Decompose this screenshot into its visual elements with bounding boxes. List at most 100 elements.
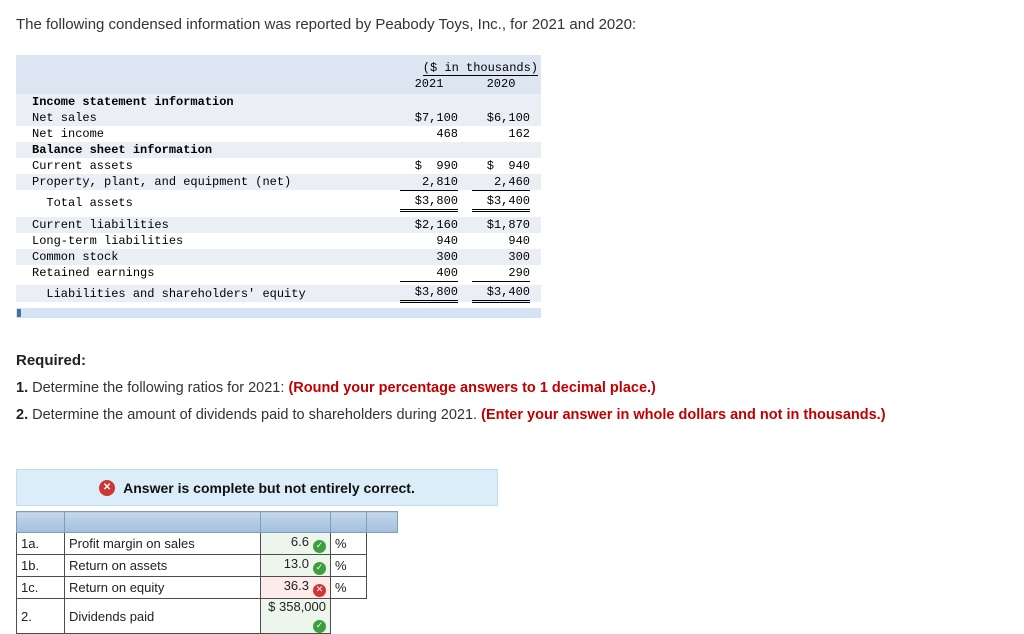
- fin-row-label: Current liabilities: [32, 218, 169, 232]
- filler-cell: [367, 599, 398, 634]
- fin-row: Net income 468 162: [16, 126, 541, 142]
- required-item-2: 2. Determine the amount of dividends pai…: [16, 407, 1024, 423]
- fin-value-2021: 468: [436, 127, 458, 141]
- scrollbar-thumb[interactable]: [17, 309, 21, 317]
- answers-header-row: [16, 511, 398, 533]
- answer-row-label: Profit margin on sales: [64, 532, 261, 555]
- filler-cell: [367, 555, 398, 577]
- fin-value-2021: 2,810: [400, 174, 458, 191]
- fin-row-label: Total assets: [32, 195, 133, 210]
- answer-value-cell[interactable]: 13.0 ✓: [260, 554, 331, 577]
- answer-value: 13.0: [283, 556, 309, 571]
- year-header-row: 2021 2020: [16, 76, 541, 92]
- fin-value-2021: 940: [436, 234, 458, 248]
- header-cell: [366, 511, 398, 533]
- answer-status-banner: ✕ Answer is complete but not entirely co…: [16, 469, 498, 506]
- percent-sign: %: [330, 576, 367, 599]
- answer-value: 6.6: [290, 534, 309, 549]
- fin-row-label: Common stock: [32, 250, 119, 264]
- answer-row-1b: 1b. Return on assets 13.0 ✓ %: [16, 554, 398, 577]
- fin-value-2021: 300: [436, 250, 458, 264]
- fin-row-label: Income statement information: [32, 95, 234, 109]
- fin-row-label: Current assets: [32, 159, 133, 173]
- item-note: (Round your percentage answers to 1 deci…: [288, 380, 656, 396]
- column-header-2021: 2021: [414, 77, 444, 91]
- fin-value-2020: $ 940: [486, 159, 530, 173]
- fin-row: Retained earnings 400 290: [16, 265, 541, 282]
- financial-table: ($ in thousands) 2021 2020 Income statem…: [16, 55, 541, 318]
- answer-value-cell[interactable]: 6.6 ✓: [260, 532, 331, 555]
- fin-value-2020: 162: [508, 127, 530, 141]
- fin-row: Long-term liabilities 940 940: [16, 233, 541, 249]
- fin-row: Common stock 300 300: [16, 249, 541, 265]
- percent-sign: %: [330, 554, 367, 577]
- answer-row-id: 1a.: [16, 532, 65, 555]
- error-circle-icon: ✕: [99, 479, 116, 496]
- units-header: ($ in thousands): [422, 61, 538, 76]
- answer-row-id: 1c.: [16, 576, 65, 599]
- answer-value-cell[interactable]: 36.3 ✕: [260, 576, 331, 599]
- fin-row-label: Balance sheet information: [32, 143, 213, 157]
- fin-value-2020: 290: [472, 265, 530, 282]
- answer-value-cell[interactable]: $ 358,000 ✓: [260, 598, 331, 634]
- fin-value-2020: 2,460: [472, 174, 530, 191]
- column-header-2020: 2020: [486, 77, 516, 91]
- fin-value-2020: $1,870: [486, 218, 530, 232]
- fin-value-2021: $2,160: [414, 218, 458, 232]
- answer-row-2: 2. Dividends paid $ 358,000 ✓: [16, 598, 398, 634]
- header-cell: [330, 511, 367, 533]
- item-number: 1.: [16, 380, 29, 396]
- item-note: (Enter your answer in whole dollars and …: [481, 407, 886, 423]
- item-number: 2.: [16, 407, 29, 423]
- answer-row-label: Return on assets: [64, 554, 261, 577]
- header-cell: [64, 511, 261, 533]
- units-line: ($ in thousands): [16, 61, 541, 76]
- answer-row-label: Return on equity: [64, 576, 261, 599]
- answer-row-label: Dividends paid: [64, 598, 261, 634]
- fin-value-2020: 300: [508, 250, 530, 264]
- empty-cell: [331, 599, 367, 634]
- answers-table: 1a. Profit margin on sales 6.6 ✓ % 1b. Re…: [16, 511, 398, 634]
- answer-row-1c: 1c. Return on equity 36.3 ✕ %: [16, 576, 398, 599]
- answer-row-1a: 1a. Profit margin on sales 6.6 ✓ %: [16, 532, 398, 555]
- fin-value-2021: $3,800: [400, 284, 458, 303]
- fin-row-label: Retained earnings: [32, 266, 155, 280]
- fin-row: Current assets $ 990 $ 940: [16, 158, 541, 174]
- horizontal-scrollbar[interactable]: [16, 308, 541, 318]
- item-text: Determine the following ratios for 2021:: [32, 380, 289, 396]
- cross-icon: ✕: [313, 584, 326, 597]
- header-cell: [16, 511, 65, 533]
- answer-value: 36.3: [283, 578, 309, 593]
- financial-table-body: Income statement information Net sales $…: [16, 94, 541, 303]
- percent-sign: %: [330, 532, 367, 555]
- intro-text: The following condensed information was …: [16, 16, 637, 33]
- check-icon: ✓: [313, 562, 326, 575]
- fin-row: Net sales $7,100 $6,100: [16, 110, 541, 126]
- header-cell: [260, 511, 331, 533]
- filler-cell: [367, 533, 398, 555]
- filler-cell: [367, 577, 398, 599]
- required-section: Required: 1. Determine the following rat…: [16, 352, 1024, 423]
- answer-row-id: 1b.: [16, 554, 65, 577]
- fin-row-label: Long-term liabilities: [32, 234, 184, 248]
- fin-row-label: Net sales: [32, 111, 97, 125]
- financial-table-header: ($ in thousands) 2021 2020: [16, 55, 541, 94]
- fin-row-total: Total assets $3,800 $3,400: [16, 193, 541, 212]
- fin-row-label: Liabilities and shareholders' equity: [32, 286, 306, 301]
- fin-value-2020: $6,100: [486, 111, 530, 125]
- fin-row: Current liabilities $2,160 $1,870: [16, 217, 541, 233]
- answer-row-id: 2.: [16, 598, 65, 634]
- fin-value-2020: $3,400: [472, 284, 530, 303]
- item-text: Determine the amount of dividends paid t…: [32, 407, 482, 423]
- fin-row: Property, plant, and equipment (net) 2,8…: [16, 174, 541, 191]
- check-icon: ✓: [313, 540, 326, 553]
- required-heading: Required:: [16, 352, 87, 369]
- fin-value-2020: 940: [508, 234, 530, 248]
- fin-row-total: Liabilities and shareholders' equity $3,…: [16, 284, 541, 303]
- fin-row-label: Net income: [32, 127, 105, 141]
- answer-status-text: Answer is complete but not entirely corr…: [123, 479, 415, 496]
- fin-value-2021: $3,800: [400, 193, 458, 212]
- fin-row-label: Property, plant, and equipment (net): [32, 175, 292, 189]
- fin-value-2021: $ 990: [414, 159, 458, 173]
- fin-row-section: Balance sheet information: [16, 142, 541, 158]
